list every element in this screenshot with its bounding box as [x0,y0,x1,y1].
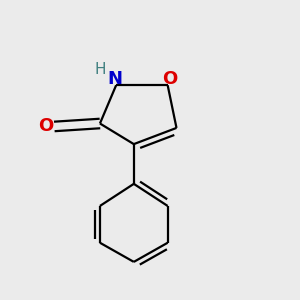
Text: O: O [162,70,178,88]
Text: O: O [38,117,53,135]
Text: H: H [94,61,106,76]
Text: N: N [107,70,122,88]
